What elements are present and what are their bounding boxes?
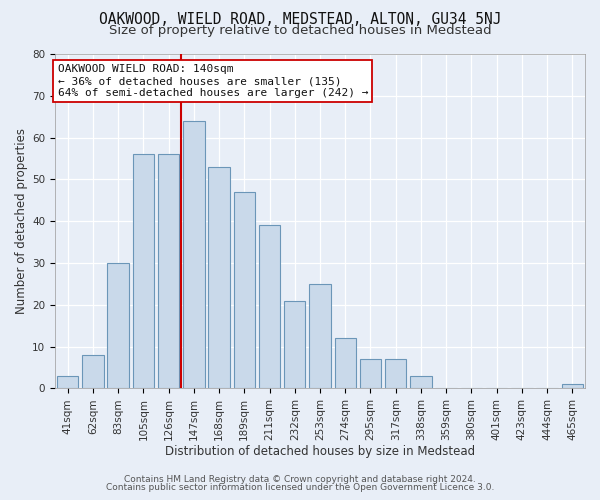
Bar [385, 359, 406, 388]
Bar [410, 376, 431, 388]
Bar [284, 300, 305, 388]
Text: Contains HM Land Registry data © Crown copyright and database right 2024.: Contains HM Land Registry data © Crown c… [124, 475, 476, 484]
Bar [57, 376, 79, 388]
Y-axis label: Number of detached properties: Number of detached properties [15, 128, 28, 314]
Text: Size of property relative to detached houses in Medstead: Size of property relative to detached ho… [109, 24, 491, 37]
Bar [183, 121, 205, 388]
Bar [309, 284, 331, 389]
Bar [335, 338, 356, 388]
Bar [562, 384, 583, 388]
Bar [133, 154, 154, 388]
Text: OAKWOOD WIELD ROAD: 140sqm
← 36% of detached houses are smaller (135)
64% of sem: OAKWOOD WIELD ROAD: 140sqm ← 36% of deta… [58, 64, 368, 98]
Bar [259, 226, 280, 388]
X-axis label: Distribution of detached houses by size in Medstead: Distribution of detached houses by size … [165, 444, 475, 458]
Bar [107, 263, 129, 388]
Bar [360, 359, 381, 388]
Bar [82, 355, 104, 388]
Bar [233, 192, 255, 388]
Bar [158, 154, 179, 388]
Bar [208, 167, 230, 388]
Text: Contains public sector information licensed under the Open Government Licence 3.: Contains public sector information licen… [106, 482, 494, 492]
Text: OAKWOOD, WIELD ROAD, MEDSTEAD, ALTON, GU34 5NJ: OAKWOOD, WIELD ROAD, MEDSTEAD, ALTON, GU… [99, 12, 501, 28]
